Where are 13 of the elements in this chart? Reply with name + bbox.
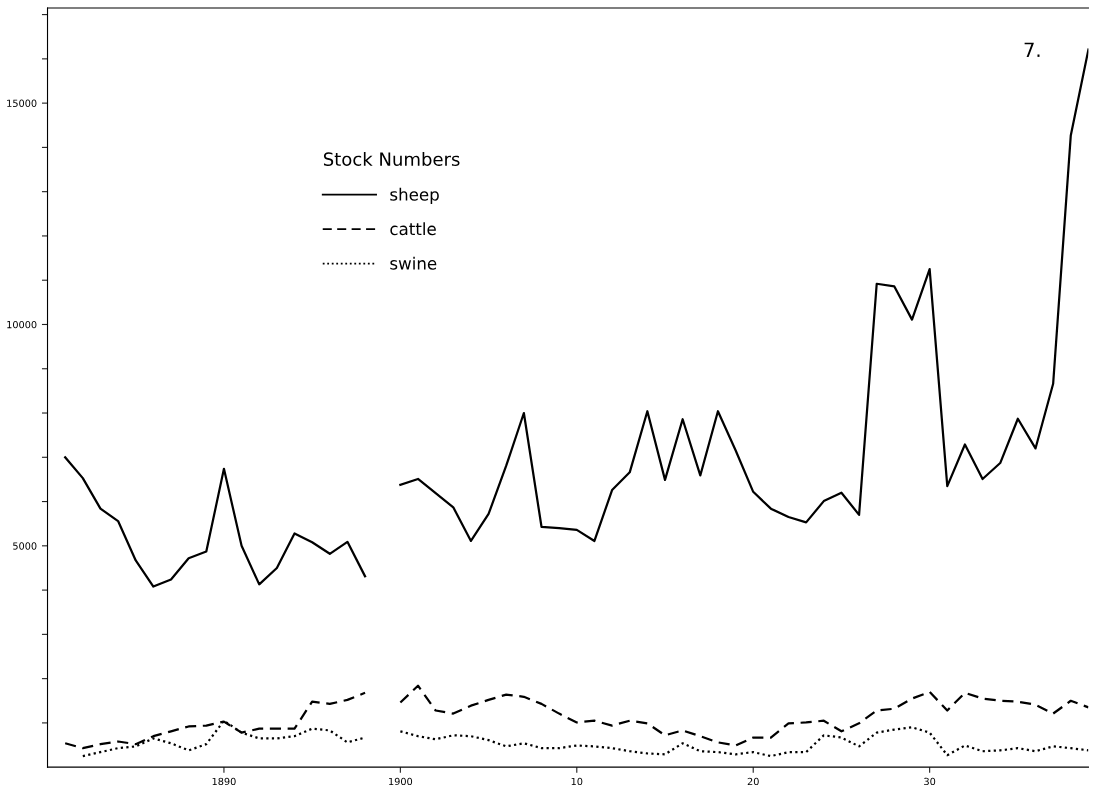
legend-title: Stock Numbers bbox=[323, 152, 460, 166]
x-tick-label: 1900 bbox=[389, 777, 413, 786]
x-tick-label: 10 bbox=[571, 777, 583, 786]
y-tick-label: 10000 bbox=[7, 320, 37, 329]
x-tick-label: 30 bbox=[924, 777, 936, 786]
x-tick-label: 20 bbox=[747, 777, 759, 786]
annotation: 7. bbox=[1024, 42, 1040, 57]
legend-label: cattle bbox=[390, 222, 436, 236]
legend-label: swine bbox=[390, 256, 437, 270]
y-tick-label: 5000 bbox=[13, 542, 37, 550]
x-tick-label: 1890 bbox=[212, 777, 236, 786]
legend-label: sheep bbox=[390, 187, 439, 204]
y-tick-label: 15000 bbox=[7, 99, 37, 107]
